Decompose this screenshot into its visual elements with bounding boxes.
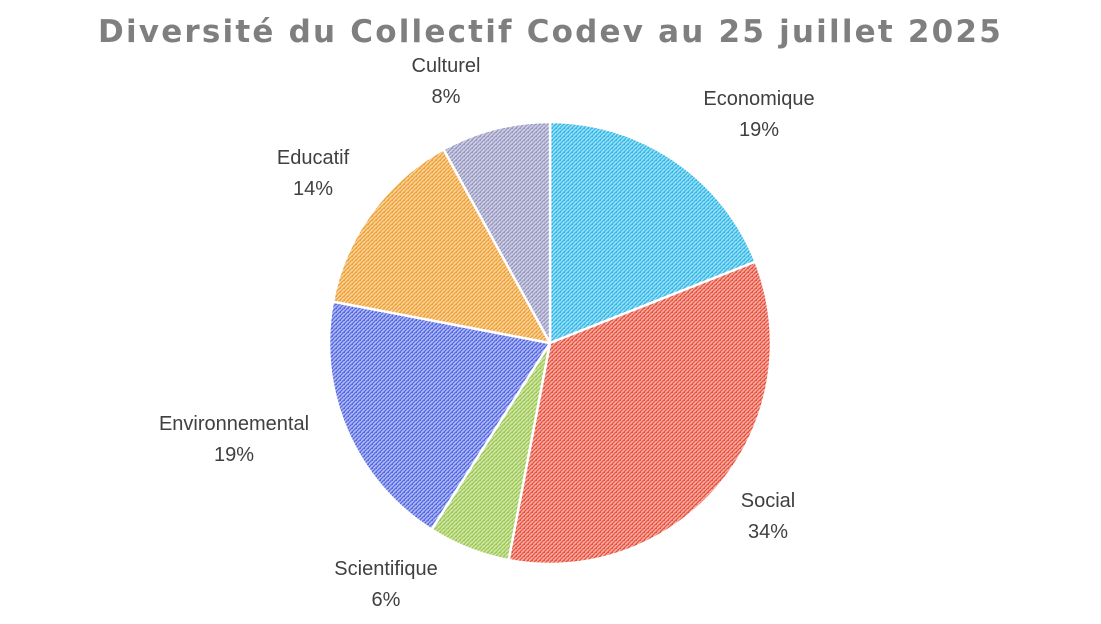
slice-label-economique: Economique	[703, 88, 814, 110]
slice-label-educatif: Educatif	[277, 147, 350, 169]
slice-educatif	[331, 148, 552, 345]
slice-label-scientifique: Scientifique	[334, 558, 437, 580]
slice-culturel	[442, 120, 552, 345]
slice-environnemental	[327, 300, 552, 531]
slice-social	[507, 260, 773, 566]
slice-pct-economique: 19%	[739, 119, 779, 141]
slice-label-culturel: Culturel	[412, 55, 481, 77]
slice-label-social: Social	[741, 490, 795, 512]
slice-pct-culturel: 8%	[432, 86, 461, 108]
slice-pct-social: 34%	[748, 521, 788, 543]
pie-labels: Economique 19% Social 34% Scientifique 6% Envi…	[159, 55, 815, 611]
chart-title: Diversité du Collectif Codev au 25 juill…	[98, 14, 1003, 50]
slice-pct-scientifique: 6%	[372, 589, 401, 611]
slice-pct-environnemental: 19%	[214, 444, 254, 466]
slice-label-environnemental: Environnemental	[159, 413, 309, 435]
slice-pct-educatif: 14%	[293, 178, 333, 200]
pie-slices	[327, 120, 773, 566]
slice-economique	[548, 120, 757, 345]
